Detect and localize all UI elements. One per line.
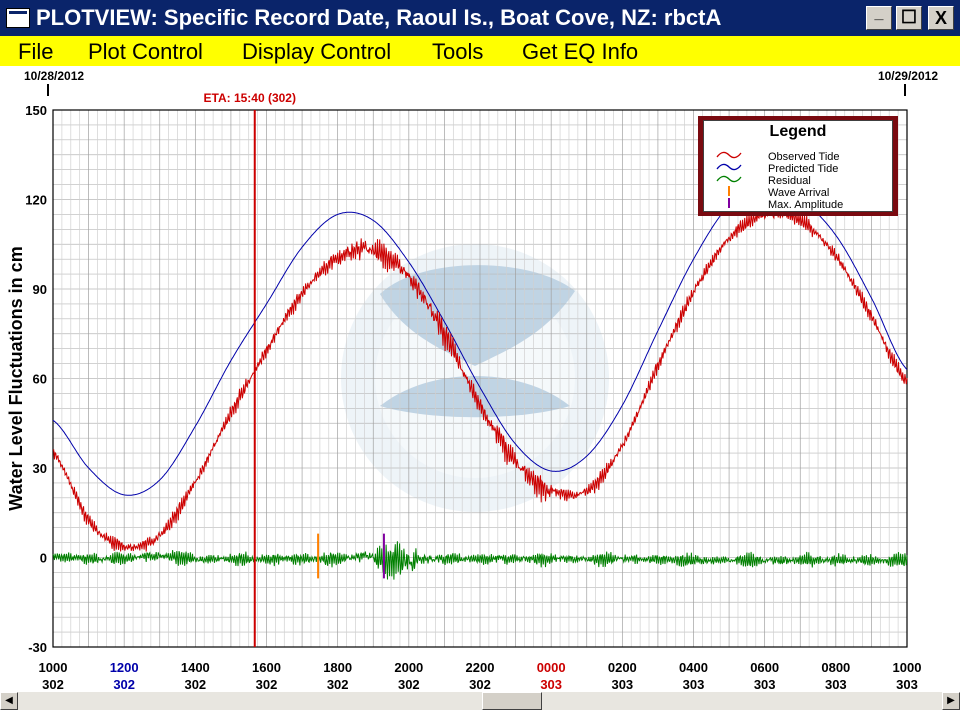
legend-entry-max-amplitude: Max. Amplitude (768, 199, 844, 211)
x-tick-time-label: 0800 (821, 660, 850, 675)
x-tick-day-label: 303 (754, 677, 776, 692)
x-tick-day-label: 302 (42, 677, 64, 692)
x-tick-day-label: 303 (540, 677, 562, 692)
x-tick-time-label: 1200 (110, 660, 139, 675)
menu-file[interactable]: File (18, 39, 54, 64)
x-tick-day-label: 302 (398, 677, 420, 692)
legend-symbol-wave-arrival (728, 186, 730, 196)
menu-get-eq-info[interactable]: Get EQ Info (522, 39, 639, 64)
scroll-left-arrow-icon[interactable]: ◀ (0, 692, 18, 710)
x-tick-time-label: 1400 (181, 660, 210, 675)
scroll-right-arrow-icon[interactable]: ▶ (942, 692, 960, 710)
tide-chart: 150 120 90 60 30 0 -30 Water Level Fluctuations… (6, 69, 938, 692)
y-tick-label: 90 (33, 282, 47, 297)
y-tick-label: 120 (25, 193, 47, 208)
legend-symbol-predicted (716, 163, 742, 171)
app-window-icon (6, 8, 30, 28)
y-tick-label: 150 (25, 103, 47, 118)
y-tick-label: 0 (40, 551, 47, 566)
window-title: PLOTVIEW: Specific Record Date, Raoul Is… (36, 5, 722, 30)
horizontal-scrollbar[interactable]: ◀ ▶ (0, 692, 960, 710)
x-tick-day-label: 302 (256, 677, 278, 692)
title-bar: PLOTVIEW: Specific Record Date, Raoul Is… (0, 0, 960, 36)
x-tick-day-label: 303 (683, 677, 705, 692)
x-tick-time-label: 0200 (608, 660, 637, 675)
end-date-label: 10/29/2012 (878, 69, 938, 83)
legend-symbol-residual (716, 175, 742, 183)
x-tick-day-label: 303 (611, 677, 633, 692)
maximize-button[interactable]: ☐ (896, 6, 922, 30)
legend-entry-observed: Observed Tide (768, 151, 840, 163)
legend-entry-predicted: Predicted Tide (768, 163, 839, 175)
menu-plot-control[interactable]: Plot Control (88, 39, 203, 64)
minimize-button[interactable]: _ (866, 6, 892, 30)
legend-symbol-max-amplitude (728, 198, 730, 208)
x-tick-time-label: 1600 (252, 660, 281, 675)
menu-tools[interactable]: Tools (432, 39, 484, 64)
x-tick-time-label: 1000 (39, 660, 68, 675)
y-tick-label: -30 (28, 640, 47, 655)
x-tick-time-label: 2000 (394, 660, 423, 675)
x-tick-day-label: 302 (469, 677, 491, 692)
x-tick-time-label: 2200 (466, 660, 495, 675)
y-tick-label: 60 (33, 372, 47, 387)
close-button[interactable]: X (928, 6, 954, 30)
series-residual (52, 541, 908, 580)
legend-symbol-observed (716, 151, 742, 159)
scroll-thumb[interactable] (482, 692, 542, 710)
x-tick-time-label: 0600 (750, 660, 779, 675)
x-tick-day-label: 302 (184, 677, 206, 692)
x-tick-time-label: 1000 (893, 660, 922, 675)
x-tick-time-label: 1800 (323, 660, 352, 675)
y-axis-label: Water Level Fluctuations in cm (6, 246, 26, 510)
x-tick-time-label: 0400 (679, 660, 708, 675)
y-tick-label: 30 (33, 461, 47, 476)
chart-legend: Legend Observed Tide Predicted Tide Resi… (698, 116, 898, 216)
start-date-label: 10/28/2012 (24, 69, 84, 83)
menu-bar: File Plot Control Display Control Tools … (0, 36, 960, 66)
x-tick-time-label: 0000 (537, 660, 566, 675)
x-tick-day-label: 303 (896, 677, 918, 692)
legend-title: Legend (769, 123, 827, 140)
eta-label: ETA: 15:40 (302) (204, 91, 296, 105)
x-tick-day-label: 302 (327, 677, 349, 692)
menu-display-control[interactable]: Display Control (242, 39, 392, 64)
legend-entry-residual: Residual (768, 175, 811, 187)
legend-entry-wave-arrival: Wave Arrival (768, 187, 830, 199)
series-observed-tide (52, 208, 908, 552)
x-tick-day-label: 302 (113, 677, 135, 692)
plot-area: 150 120 90 60 30 0 -30 Water Level Fluctuations… (0, 66, 960, 692)
x-tick-day-label: 303 (825, 677, 847, 692)
